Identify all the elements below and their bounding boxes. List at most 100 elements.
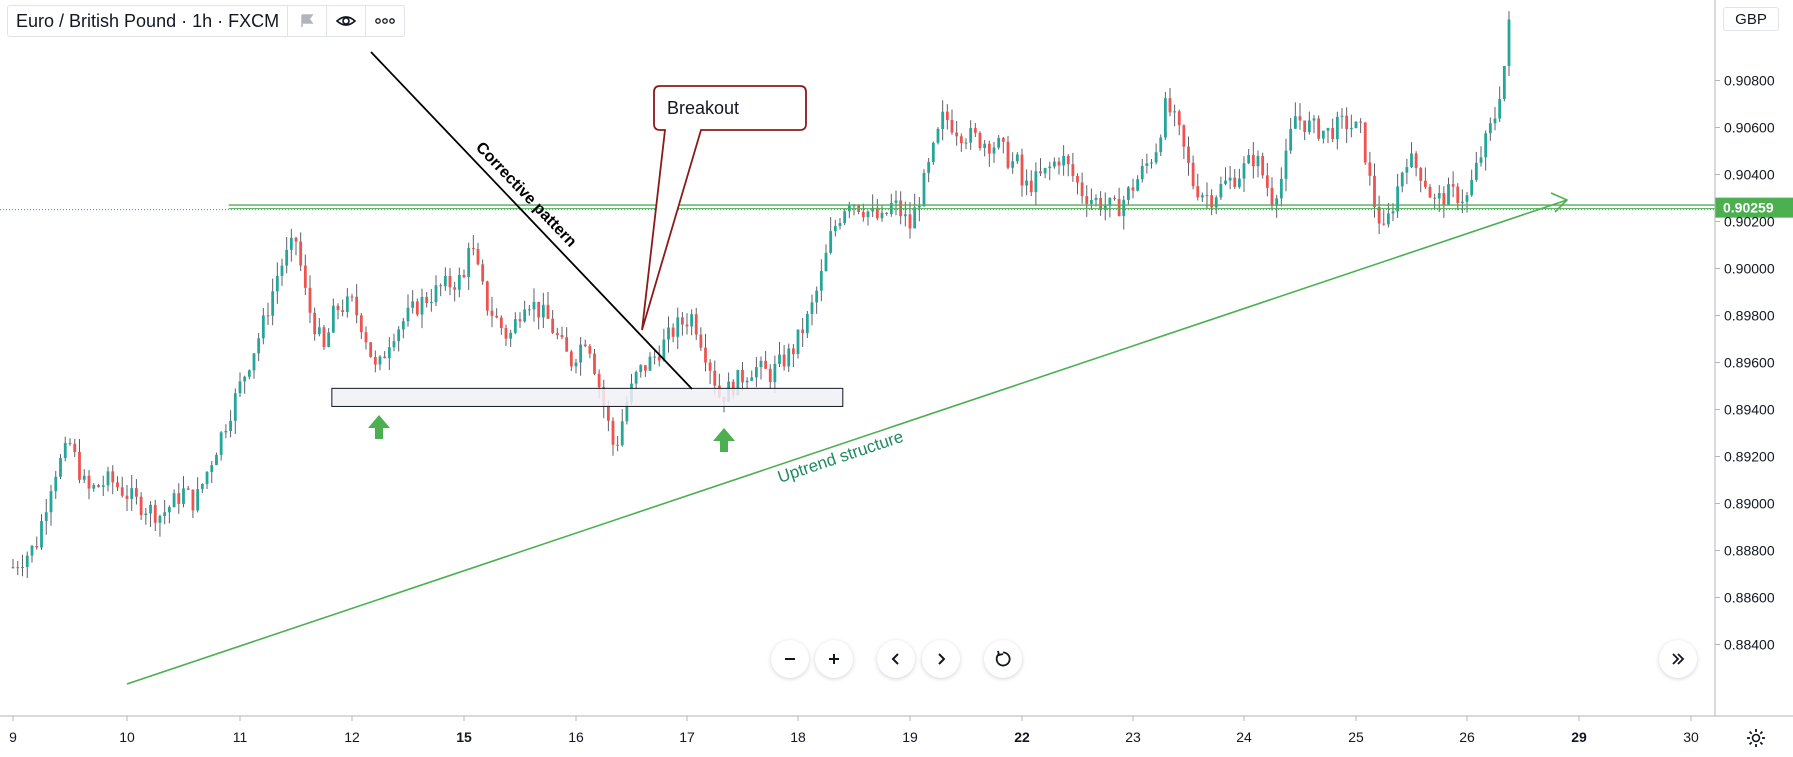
candle-body [448, 275, 452, 288]
candle-body [959, 136, 963, 144]
annotation-layer: 0.90259 Corrective pattern Breakout Uptrend… [0, 51, 1793, 685]
candle-body [11, 566, 15, 568]
flag-icon[interactable] [287, 6, 326, 36]
candle-body [1405, 167, 1409, 173]
time-tick-label: 10 [119, 729, 135, 745]
more-icon[interactable] [365, 6, 404, 36]
candle-body [247, 370, 251, 377]
reset-chart-button[interactable] [984, 640, 1022, 678]
candle-body [82, 475, 86, 480]
candle-body [541, 304, 545, 318]
candle-body [191, 489, 195, 511]
candle-body [810, 302, 814, 314]
price-tick-label: 0.90200 [1724, 214, 1775, 230]
reset-icon [995, 650, 1011, 667]
settings-gear-icon[interactable] [1742, 724, 1770, 752]
candle-body [1400, 172, 1404, 187]
uptrend-line [126, 199, 1568, 685]
candle-body [1034, 171, 1038, 193]
zoom-out-button[interactable] [771, 640, 809, 678]
candle-body [1345, 115, 1349, 130]
candle-body [1359, 121, 1363, 123]
candle-body [676, 317, 680, 337]
candle-body [167, 507, 171, 513]
candle-body [1094, 198, 1098, 201]
candle-body [1293, 116, 1297, 129]
time-tick-label: 12 [344, 729, 360, 745]
candle-body [186, 488, 190, 490]
candle-body [215, 454, 218, 466]
candle-body [657, 356, 661, 361]
candle-body [317, 327, 321, 335]
candle-body [639, 365, 643, 372]
zoom-in-button[interactable] [815, 640, 853, 678]
symbol-title[interactable]: Euro / British Pound · 1h · FXCM [16, 10, 280, 31]
candle-body [233, 393, 237, 421]
currency-badge[interactable]: GBP [1723, 7, 1779, 31]
candle-layer [11, 11, 1511, 579]
eye-icon[interactable] [326, 6, 365, 36]
candle-body [1052, 161, 1056, 167]
candle-body [1331, 128, 1335, 140]
candle-body [708, 362, 712, 371]
candle-body [359, 315, 363, 333]
candle-body [1303, 120, 1307, 132]
candle-body [1279, 178, 1283, 199]
price-tick-label: 0.89800 [1724, 308, 1775, 324]
candle-body [308, 287, 312, 313]
candle-body [653, 356, 657, 358]
candle-body [583, 344, 587, 347]
scroll-left-button[interactable] [877, 640, 915, 678]
candle-body [229, 420, 232, 431]
candle-body [819, 271, 823, 291]
candle-body [111, 471, 115, 483]
candle-body [871, 207, 875, 212]
candle-body [1474, 162, 1478, 180]
scroll-right-icon [938, 653, 946, 665]
scroll-to-realtime-button[interactable] [1659, 640, 1697, 678]
candle-body [931, 142, 935, 162]
candle-body [1237, 178, 1241, 188]
candle-body [565, 337, 569, 352]
candle-body [1386, 213, 1390, 225]
scroll-right-button[interactable] [922, 640, 960, 678]
candle-body [135, 488, 138, 497]
candle-body [1126, 187, 1130, 200]
candle-body [1488, 123, 1492, 134]
candle-body [569, 351, 573, 367]
candle-body [973, 128, 977, 133]
candle-body [490, 310, 494, 316]
candle-body [21, 567, 24, 569]
candle-body [955, 132, 959, 137]
candle-body [1428, 186, 1432, 198]
candle-body [252, 353, 256, 371]
candle-body [513, 319, 517, 333]
candle-body [219, 432, 223, 455]
candle-body [457, 274, 461, 290]
candle-body [1373, 175, 1376, 208]
candle-body [336, 305, 340, 311]
candle-body [694, 314, 698, 335]
candle-body [1410, 153, 1413, 168]
candle-body [1498, 99, 1502, 119]
candle-body [903, 214, 907, 217]
candle-body [667, 327, 670, 340]
candle-body [280, 265, 284, 276]
candle-body [532, 301, 536, 310]
candle-body [546, 304, 550, 319]
support-test-arrow [713, 428, 735, 452]
candle-body [345, 296, 349, 313]
candle-body [1289, 128, 1293, 151]
candle-body [87, 475, 91, 489]
candle-body [1479, 157, 1483, 163]
symbol-legend[interactable]: Euro / British Pound · 1h · FXCM [7, 5, 406, 37]
candle-body [130, 488, 134, 499]
candle-body [908, 214, 912, 229]
candle-body [1354, 121, 1358, 128]
price-tick-label: 0.89200 [1724, 449, 1775, 465]
candle-body [796, 329, 800, 355]
candle-body [401, 321, 405, 330]
uptrend-arrowhead [1550, 192, 1569, 213]
candle-body [1214, 197, 1218, 208]
